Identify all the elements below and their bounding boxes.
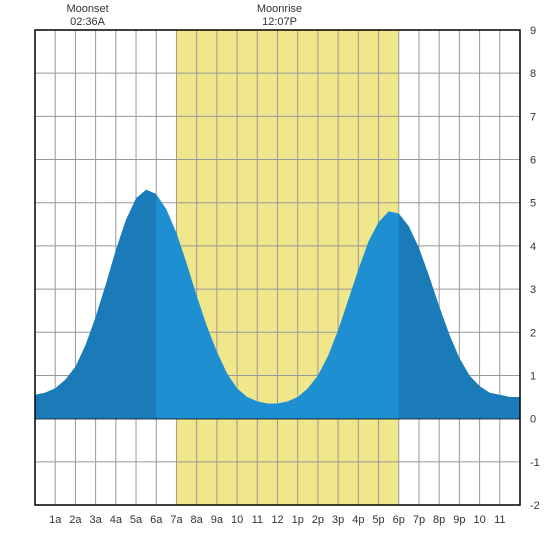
x-tick-label: 1p [292, 514, 304, 526]
x-tick-label: 5a [130, 514, 143, 526]
x-tick-label: 10 [473, 514, 485, 526]
x-tick-label: 7a [170, 514, 183, 526]
y-tick-label: 5 [530, 198, 536, 210]
y-tick-label: -1 [530, 457, 540, 469]
x-tick-label: 2a [69, 514, 82, 526]
x-tick-label: 3a [90, 514, 103, 526]
moonset-label: Moonset [66, 3, 108, 15]
x-tick-label: 12 [271, 514, 283, 526]
x-tick-label: 4a [110, 514, 123, 526]
moonrise-time: 12:07P [262, 16, 297, 28]
y-tick-label: 9 [530, 25, 536, 37]
x-tick-label: 10 [231, 514, 243, 526]
x-tick-label: 3p [332, 514, 344, 526]
x-tick-label: 11 [494, 514, 505, 526]
y-tick-label: 3 [530, 284, 536, 296]
y-tick-label: 0 [530, 414, 536, 426]
y-tick-label: 1 [530, 370, 536, 382]
y-tick-label: 2 [530, 327, 536, 339]
y-tick-label: 6 [530, 155, 536, 167]
x-tick-label: 8a [191, 514, 204, 526]
y-tick-label: 7 [530, 111, 536, 123]
x-tick-label: 7p [413, 514, 425, 526]
tide-chart: 1a2a3a4a5a6a7a8a9a1011121p2p3p4p5p6p7p8p… [0, 0, 550, 550]
x-tick-label: 5p [372, 514, 384, 526]
x-tick-label: 6a [150, 514, 163, 526]
moonset-time: 02:36A [70, 16, 106, 28]
y-tick-label: -2 [530, 500, 540, 512]
x-tick-label: 4p [352, 514, 364, 526]
y-tick-label: 8 [530, 68, 536, 80]
x-tick-label: 8p [433, 514, 445, 526]
x-tick-label: 6p [393, 514, 405, 526]
moonrise-label: Moonrise [257, 3, 302, 15]
y-tick-label: 4 [530, 241, 536, 253]
x-tick-label: 11 [252, 514, 263, 526]
x-tick-label: 9a [211, 514, 224, 526]
x-tick-label: 9p [453, 514, 465, 526]
x-tick-label: 2p [312, 514, 324, 526]
x-tick-label: 1a [49, 514, 62, 526]
